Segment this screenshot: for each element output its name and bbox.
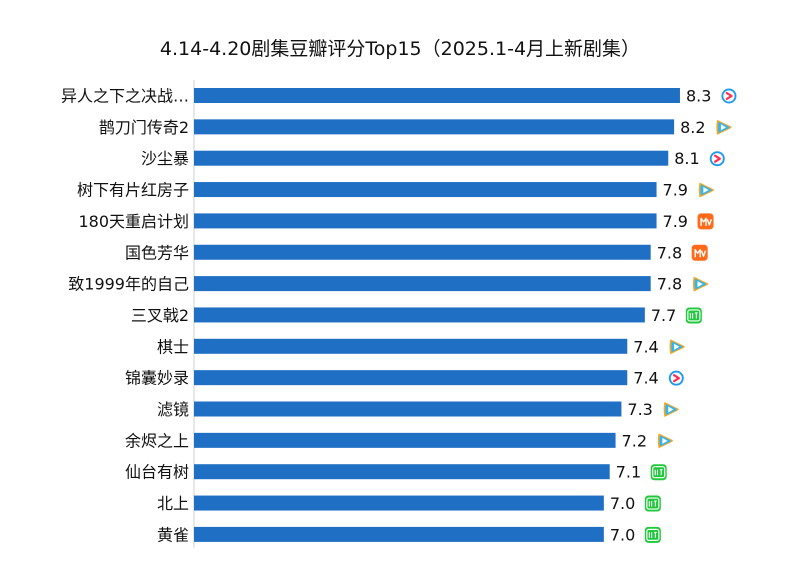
bar-12 bbox=[194, 432, 616, 448]
bar-7 bbox=[194, 276, 651, 292]
category-label-14: 北上 bbox=[157, 494, 189, 513]
category-label-7: 致1999年的自己 bbox=[68, 275, 189, 294]
value-label-12: 7.2 bbox=[622, 431, 647, 450]
value-label-6: 7.8 bbox=[657, 243, 682, 262]
tencent-video-icon bbox=[657, 433, 673, 449]
category-label-8: 三叉戟2 bbox=[131, 306, 189, 325]
chart-title: 4.14-4.20剧集豆瓣评分Top15（2025.1-4月上新剧集） bbox=[159, 38, 641, 60]
category-label-5: 180天重启计划 bbox=[78, 212, 189, 231]
youku-icon bbox=[721, 88, 737, 104]
value-label-1: 8.3 bbox=[686, 87, 711, 106]
category-label-1: 异人之下之决战… bbox=[61, 87, 189, 106]
value-label-2: 8.2 bbox=[680, 118, 705, 137]
bar-3 bbox=[194, 150, 669, 166]
value-label-14: 7.0 bbox=[610, 494, 635, 513]
category-label-13: 仙台有树 bbox=[125, 463, 189, 482]
bar-15 bbox=[194, 526, 604, 542]
tencent-video-icon bbox=[698, 182, 714, 198]
bar-1 bbox=[194, 88, 680, 103]
tencent-video-icon bbox=[669, 339, 685, 355]
bar-6 bbox=[194, 244, 651, 260]
bar-14 bbox=[194, 495, 604, 511]
bar-10 bbox=[194, 370, 628, 386]
category-label-6: 国色芳华 bbox=[125, 243, 189, 262]
bar-8 bbox=[194, 307, 645, 323]
category-label-4: 树下有片红房子 bbox=[77, 181, 189, 200]
value-label-13: 7.1 bbox=[616, 463, 641, 482]
bar-5 bbox=[194, 213, 657, 229]
value-label-15: 7.0 bbox=[610, 525, 635, 544]
category-label-11: 滤镜 bbox=[157, 400, 189, 419]
category-label-2: 鹊刀门传奇2 bbox=[99, 118, 189, 137]
category-label-10: 锦囊妙录 bbox=[125, 369, 189, 388]
value-label-7: 7.8 bbox=[657, 275, 682, 294]
category-label-9: 棋士 bbox=[157, 337, 189, 356]
mango-tv-icon bbox=[691, 244, 708, 261]
tencent-video-icon bbox=[716, 119, 732, 135]
bar-4 bbox=[194, 182, 657, 198]
bar-11 bbox=[194, 401, 622, 417]
bar-13 bbox=[194, 464, 610, 480]
iqiyi-icon bbox=[644, 495, 661, 512]
iqiyi-icon bbox=[650, 464, 667, 481]
bar-2 bbox=[194, 119, 675, 135]
value-label-9: 7.4 bbox=[633, 337, 658, 356]
value-label-11: 7.3 bbox=[627, 400, 652, 419]
category-label-15: 黄雀 bbox=[157, 525, 189, 544]
value-label-5: 7.9 bbox=[663, 212, 688, 231]
value-label-4: 7.9 bbox=[663, 181, 688, 200]
iqiyi-icon bbox=[644, 526, 661, 543]
tencent-video-icon bbox=[692, 276, 709, 292]
youku-icon bbox=[709, 151, 725, 167]
mango-tv-icon bbox=[697, 213, 714, 230]
bar-9 bbox=[194, 338, 628, 354]
tencent-video-icon bbox=[663, 402, 679, 417]
iqiyi-icon bbox=[685, 307, 702, 324]
value-label-10: 7.4 bbox=[633, 369, 658, 388]
value-label-3: 8.1 bbox=[674, 149, 699, 168]
category-label-3: 沙尘暴 bbox=[141, 149, 189, 168]
value-label-8: 7.7 bbox=[651, 306, 676, 325]
youku-icon bbox=[668, 370, 684, 386]
category-label-12: 余烬之上 bbox=[125, 431, 189, 450]
